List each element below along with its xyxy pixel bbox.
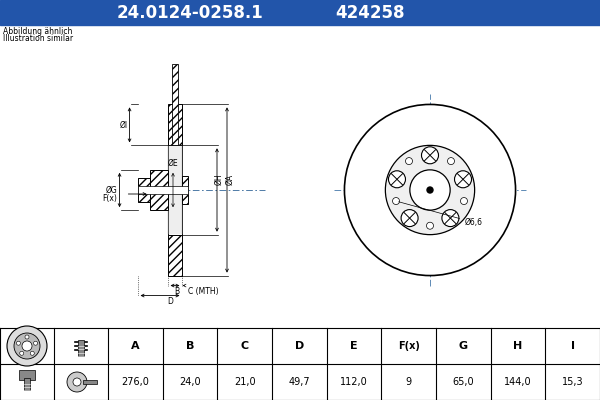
Text: 9: 9 bbox=[406, 377, 412, 387]
Text: 49,7: 49,7 bbox=[289, 377, 310, 387]
Circle shape bbox=[7, 326, 47, 366]
Circle shape bbox=[455, 171, 472, 188]
Circle shape bbox=[442, 210, 459, 226]
Text: 144,0: 144,0 bbox=[504, 377, 532, 387]
Bar bbox=[167, 145, 182, 235]
Text: ØH: ØH bbox=[215, 173, 223, 185]
Text: 24.0124-0258.1: 24.0124-0258.1 bbox=[116, 4, 263, 22]
Circle shape bbox=[22, 341, 32, 351]
Text: ØE: ØE bbox=[167, 159, 178, 168]
Text: B: B bbox=[186, 341, 194, 351]
Text: 424258: 424258 bbox=[335, 4, 405, 22]
Bar bbox=[137, 178, 149, 202]
Circle shape bbox=[448, 158, 454, 165]
Text: ØA: ØA bbox=[226, 174, 235, 185]
Bar bbox=[167, 104, 182, 145]
Bar bbox=[24, 378, 30, 390]
Circle shape bbox=[460, 198, 467, 204]
Text: 276,0: 276,0 bbox=[121, 377, 149, 387]
Text: C (MTH): C (MTH) bbox=[188, 286, 219, 296]
Bar bbox=[172, 64, 178, 145]
Bar bbox=[182, 176, 188, 204]
Bar bbox=[0, 0, 600, 25]
Text: F(x): F(x) bbox=[103, 194, 118, 202]
Circle shape bbox=[401, 210, 418, 226]
Text: 65,0: 65,0 bbox=[452, 377, 474, 387]
Text: ØG: ØG bbox=[106, 186, 118, 194]
Text: Abbildung ähnlich: Abbildung ähnlich bbox=[3, 27, 73, 36]
Circle shape bbox=[20, 351, 24, 355]
Circle shape bbox=[30, 351, 34, 355]
Circle shape bbox=[14, 333, 40, 359]
Text: 24,0: 24,0 bbox=[179, 377, 201, 387]
Text: Illustration similar: Illustration similar bbox=[3, 34, 73, 43]
Bar bbox=[78, 340, 84, 356]
Text: 112,0: 112,0 bbox=[340, 377, 368, 387]
Text: D: D bbox=[295, 341, 304, 351]
Text: B: B bbox=[175, 286, 179, 296]
Bar bbox=[149, 170, 167, 210]
Circle shape bbox=[344, 104, 515, 276]
Text: F(x): F(x) bbox=[398, 341, 419, 351]
Circle shape bbox=[427, 187, 433, 193]
Text: I: I bbox=[571, 341, 575, 351]
Text: ØI: ØI bbox=[119, 120, 128, 129]
Bar bbox=[83, 380, 97, 384]
Circle shape bbox=[388, 171, 406, 188]
Text: 15,3: 15,3 bbox=[562, 377, 583, 387]
Bar bbox=[137, 186, 188, 194]
Text: A: A bbox=[131, 341, 140, 351]
Text: 21,0: 21,0 bbox=[234, 377, 256, 387]
Circle shape bbox=[392, 198, 400, 204]
Text: D: D bbox=[167, 296, 173, 306]
Circle shape bbox=[67, 372, 87, 392]
Text: H: H bbox=[514, 341, 523, 351]
Circle shape bbox=[34, 341, 38, 345]
Circle shape bbox=[410, 170, 450, 210]
Circle shape bbox=[385, 145, 475, 235]
Text: G: G bbox=[459, 341, 468, 351]
Text: Ø6,6: Ø6,6 bbox=[399, 202, 483, 227]
Circle shape bbox=[406, 158, 413, 165]
Circle shape bbox=[421, 147, 439, 164]
Circle shape bbox=[73, 378, 81, 386]
Text: C: C bbox=[241, 341, 249, 351]
Bar bbox=[19, 370, 35, 380]
Bar bbox=[167, 235, 182, 276]
Text: E: E bbox=[350, 341, 358, 351]
Circle shape bbox=[427, 222, 433, 229]
Circle shape bbox=[16, 341, 20, 345]
Circle shape bbox=[25, 335, 29, 339]
